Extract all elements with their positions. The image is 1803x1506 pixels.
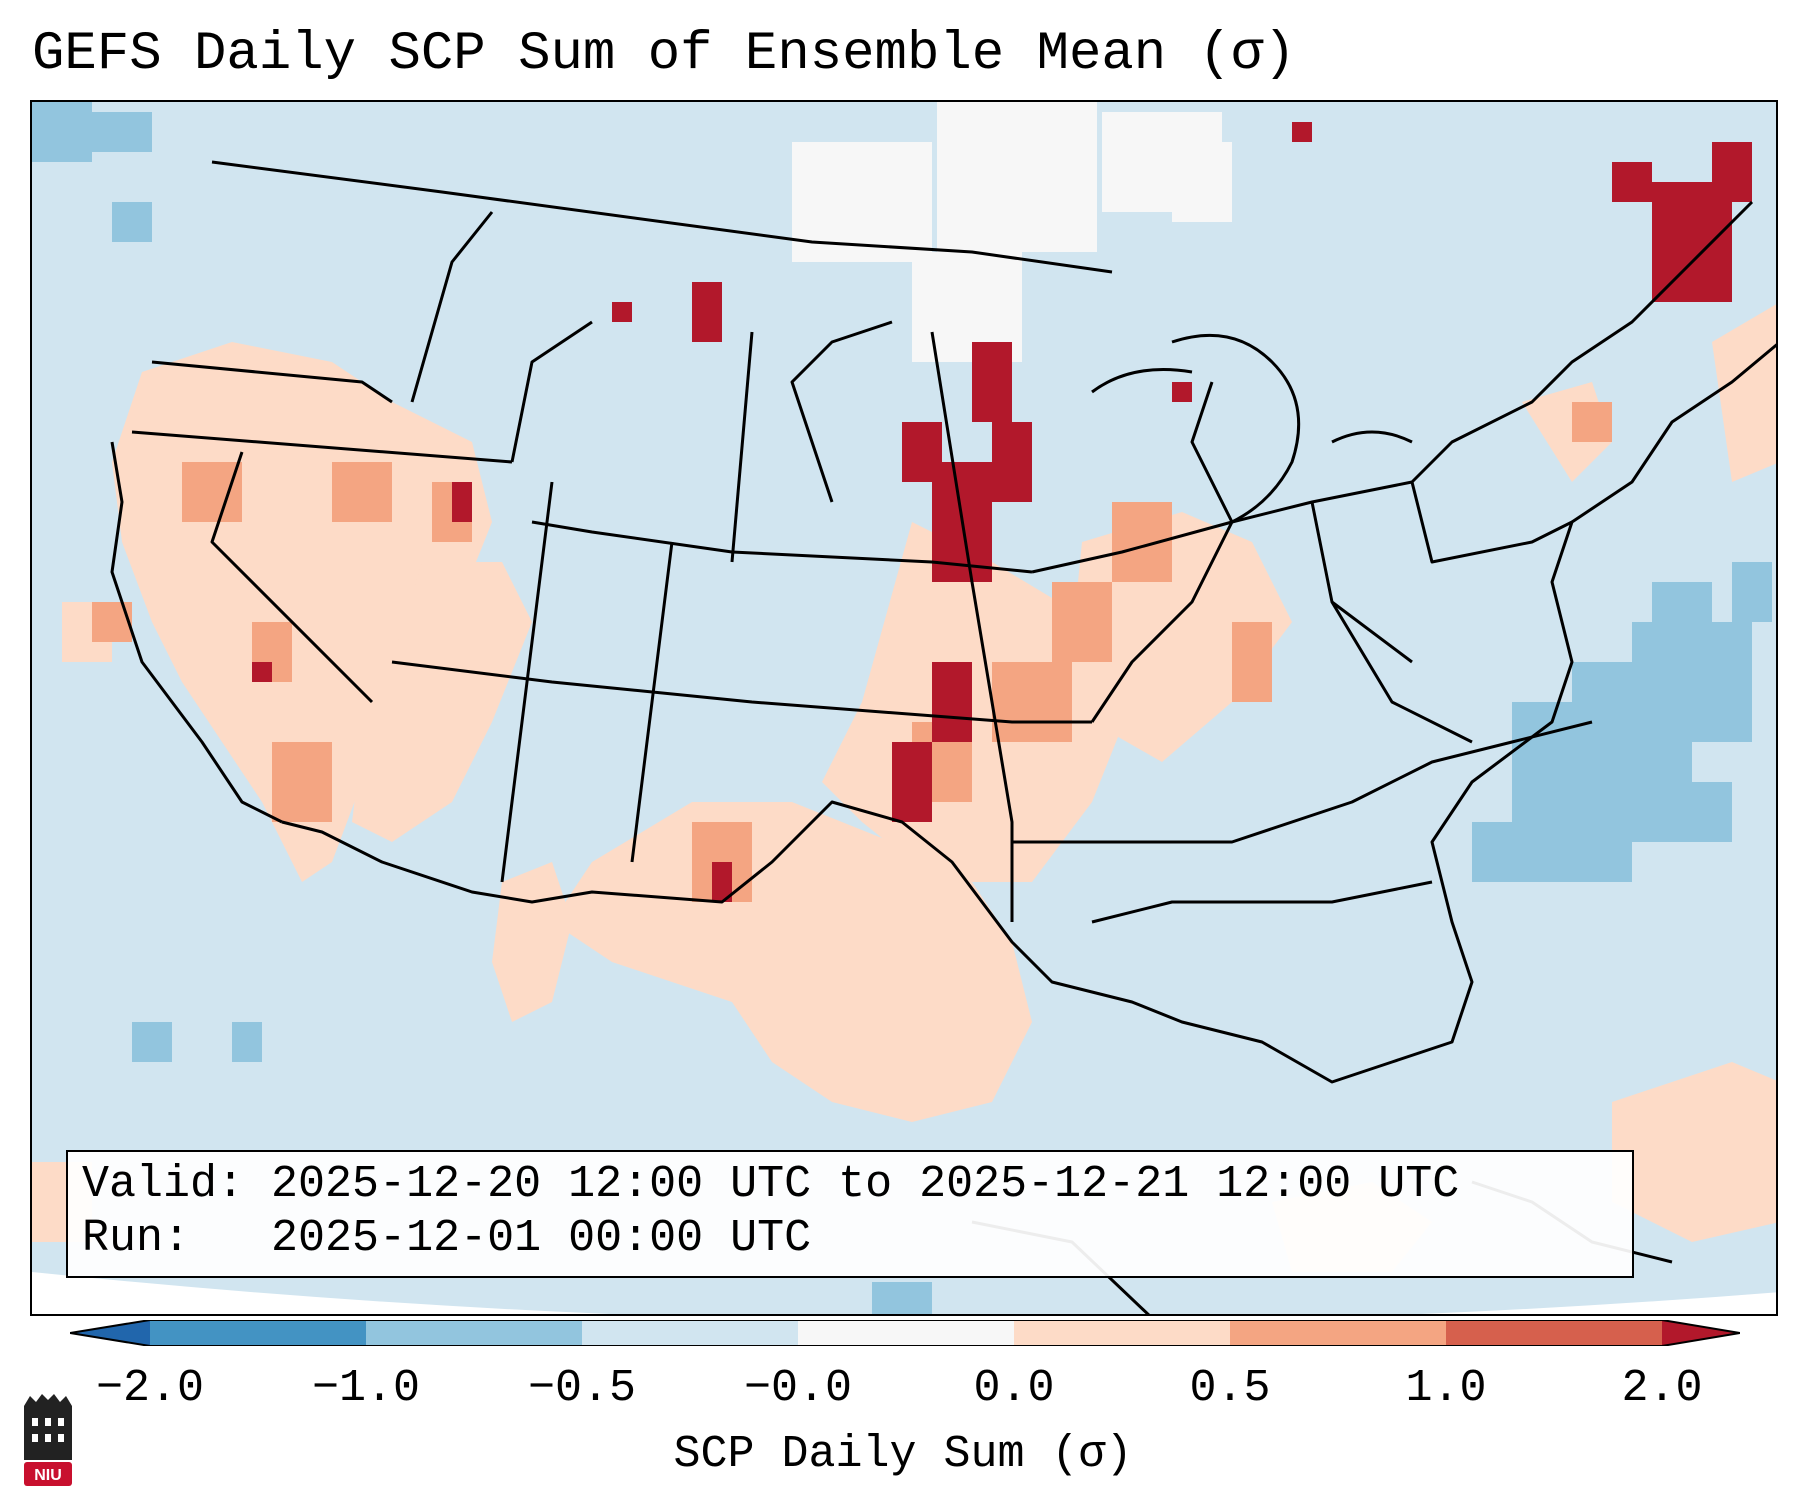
colorbar-bin-1 xyxy=(150,1320,366,1346)
colorbar-tick-label: 2.0 xyxy=(1621,1363,1703,1414)
colorbar-tick-label: −0.0 xyxy=(743,1363,853,1414)
logo-text: NIU xyxy=(34,1467,62,1484)
validity-info-box: Valid: 2025-12-20 12:00 UTC to 2025-12-2… xyxy=(66,1150,1634,1278)
us-canada-border xyxy=(211,160,1113,274)
great-lakes xyxy=(1171,333,1301,524)
colorbar-tick-label: 0.5 xyxy=(1189,1363,1271,1414)
colorbar-tick-label: 0.0 xyxy=(973,1363,1055,1414)
colorbar-bin-2 xyxy=(366,1320,582,1346)
colorbar-bin-3 xyxy=(582,1320,798,1346)
logo-windows xyxy=(32,1418,64,1442)
logo-tower-icon xyxy=(24,1394,72,1460)
pacific-coast xyxy=(110,441,283,824)
colorbar-bin-6 xyxy=(1230,1320,1446,1346)
negative-anomaly-areas xyxy=(32,102,1772,1314)
south-and-east-coast xyxy=(281,343,1776,1084)
colorbar-bin-7 xyxy=(1446,1320,1662,1346)
colorbar-over-arrow xyxy=(1662,1320,1740,1346)
colorbar-tick-label: −2.0 xyxy=(95,1363,205,1414)
logo-badge xyxy=(24,1462,72,1486)
colorbar-tick-label: 1.0 xyxy=(1405,1363,1487,1414)
colorbar-under-arrow xyxy=(70,1320,150,1346)
colorbar-bin-4 xyxy=(798,1320,1014,1346)
run-label: Run: xyxy=(82,1213,191,1264)
colorbar-tick-label: −1.0 xyxy=(311,1363,421,1414)
map-title: GEFS Daily SCP Sum of Ensemble Mean (σ) xyxy=(32,24,1296,85)
colorbar-tick-label: −0.5 xyxy=(527,1363,637,1414)
near-zero-areas xyxy=(792,102,1232,362)
colorbar-title: SCP Daily Sum (σ) xyxy=(673,1429,1133,1480)
run-value: 2025-12-01 00:00 UTC xyxy=(271,1213,812,1264)
map-canvas xyxy=(32,102,1776,1314)
moderate-anomaly-areas xyxy=(92,402,1612,902)
colorbar xyxy=(70,1320,1740,1346)
boundaries xyxy=(110,160,1776,1314)
valid-value: 2025-12-20 12:00 UTC to 2025-12-21 12:00… xyxy=(271,1159,1460,1210)
colorbar-bin-5 xyxy=(1014,1320,1230,1346)
map-panel xyxy=(30,100,1778,1316)
valid-label: Valid: xyxy=(82,1159,245,1210)
niu-logo: NIU xyxy=(24,1394,72,1486)
